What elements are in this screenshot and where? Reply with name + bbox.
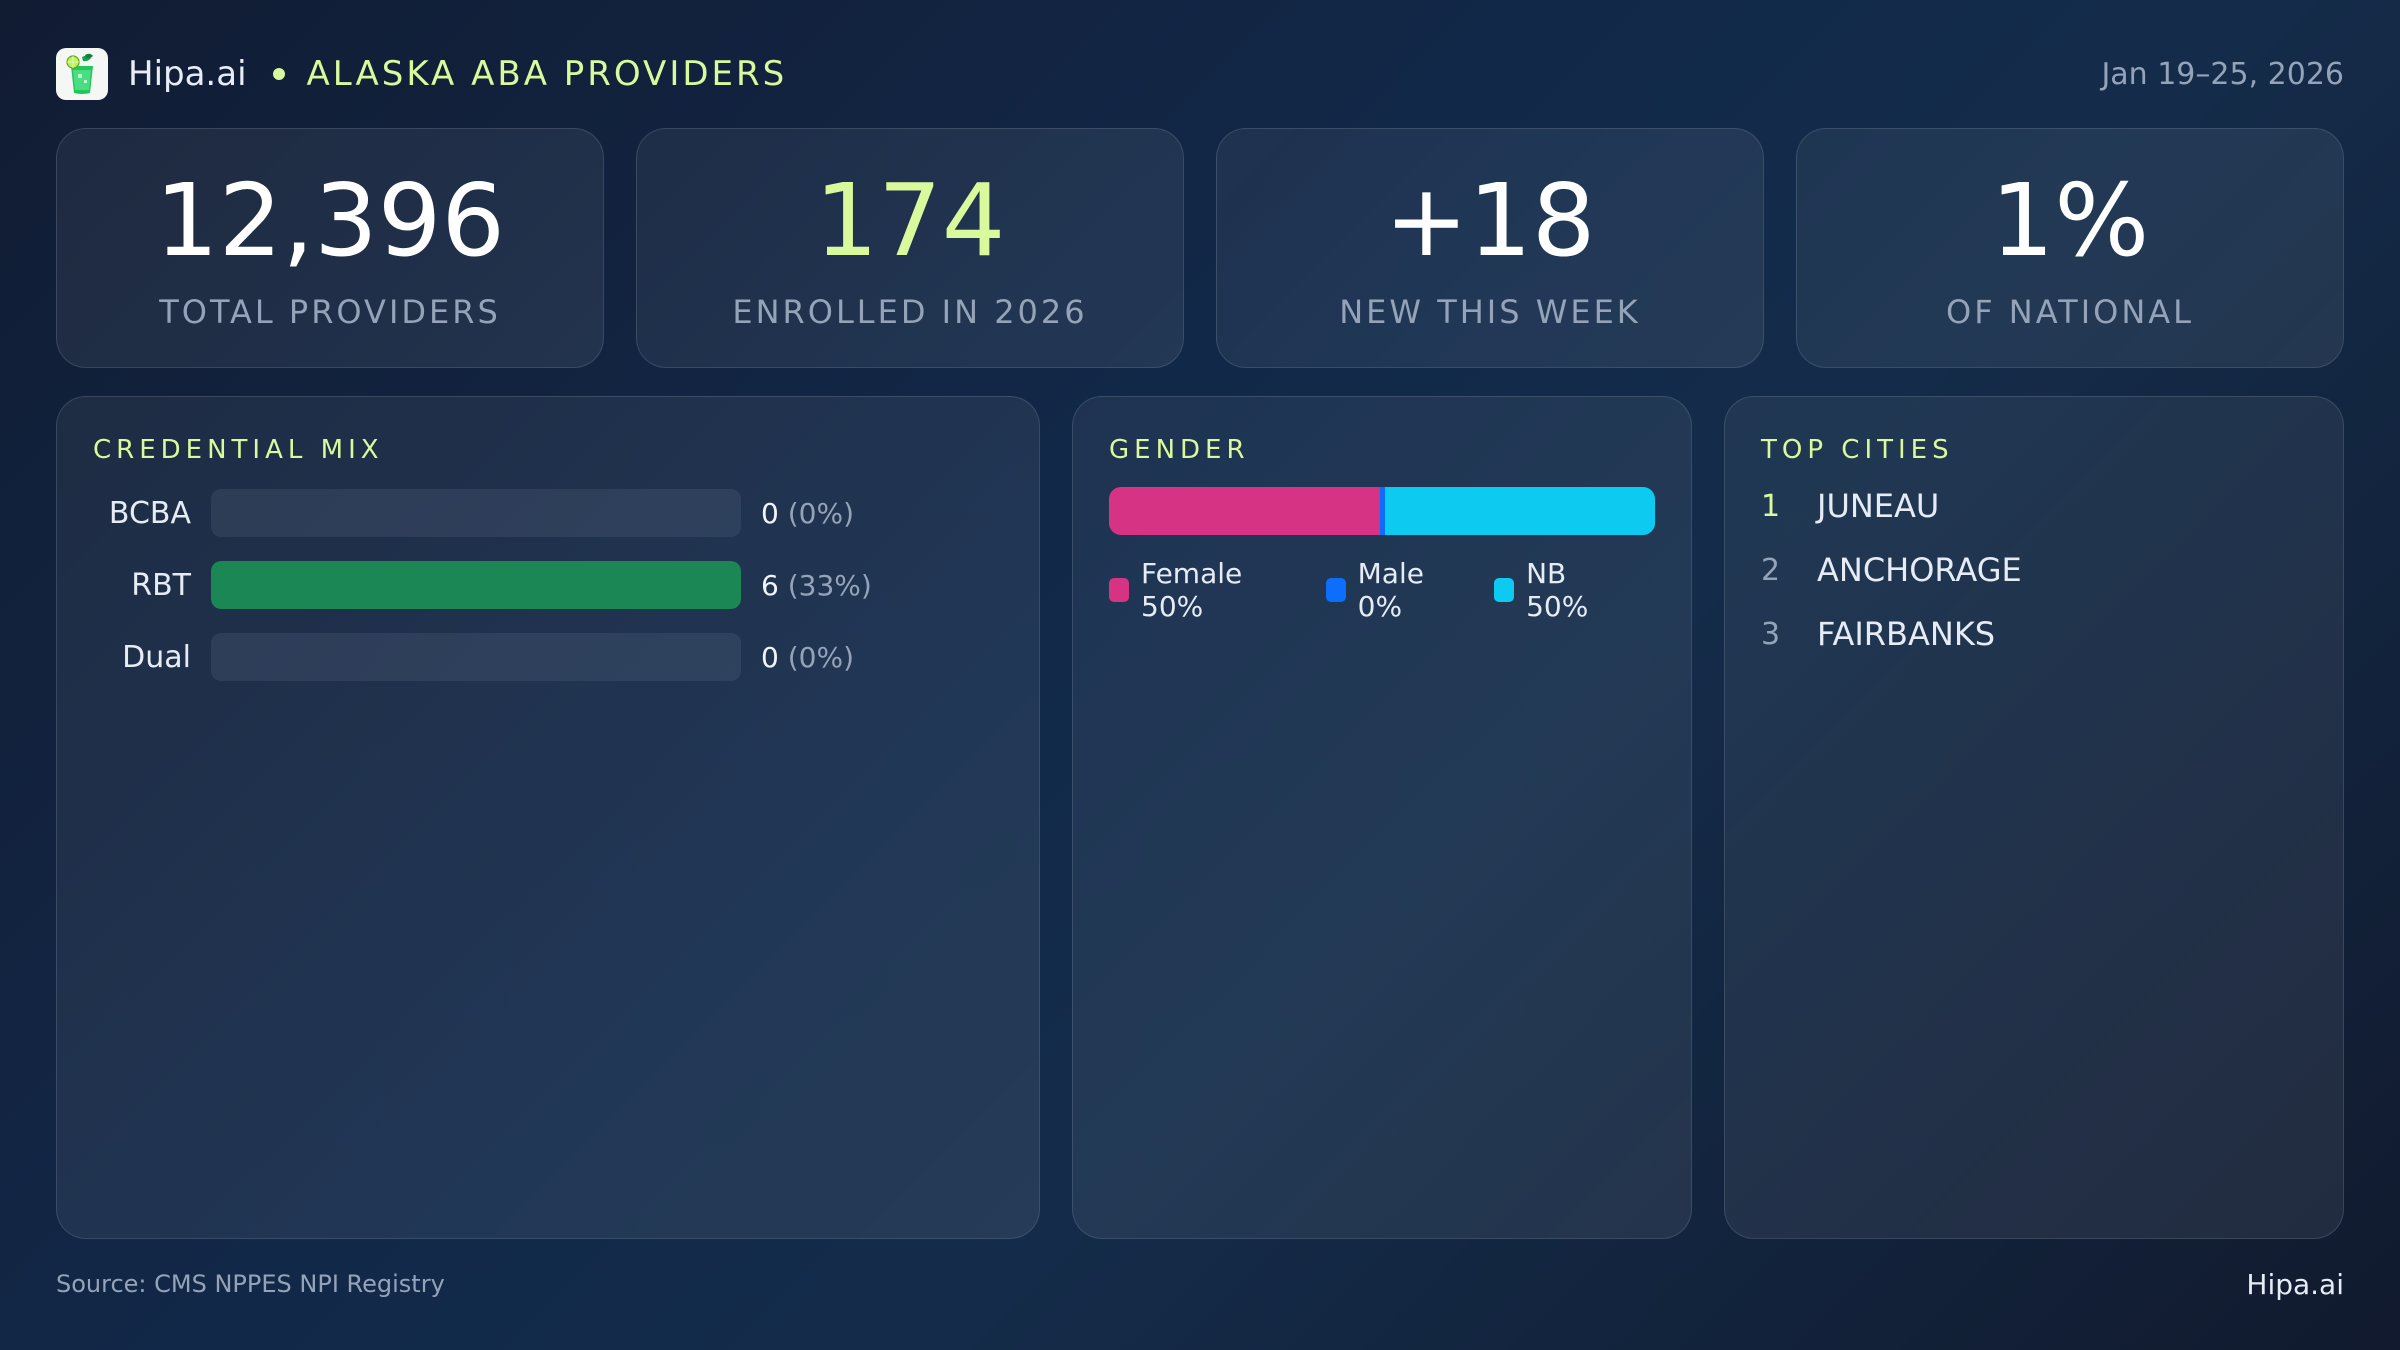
legend-item-nb: NB 50% [1494,557,1627,623]
data-source: Source: CMS NPPES NPI Registry [56,1270,445,1298]
legend-label: Female 50% [1141,557,1243,623]
credential-count: 0 [761,496,779,530]
credential-row-rbt: RBT 6 (33%) [93,561,1003,609]
legend-swatch-icon [1109,578,1129,602]
credential-label: BCBA [108,495,191,531]
credential-bar-track [211,633,741,681]
credential-bar-fill [211,561,741,609]
legend-label: NB 50% [1526,557,1589,623]
legend-swatch-icon [1494,578,1515,602]
city-list-item: 2 ANCHORAGE [1761,547,2307,593]
mojito-glass-icon [56,48,108,100]
kpi-card-of-national: 1% OF NATIONAL [1796,128,2344,368]
gender-segment-nb [1384,487,1655,535]
panel-title: GENDER [1109,435,1250,465]
legend-label: Male 0% [1357,557,1424,623]
credential-bar-track [211,561,741,609]
panel-title: CREDENTIAL MIX [93,435,384,465]
kpi-label: ENROLLED IN 2026 [732,293,1088,331]
city-name: FAIRBANKS [1817,615,1996,653]
city-rank: 1 [1761,488,1781,524]
city-list-item: 1 JUNEAU [1761,483,2307,529]
kpi-label: TOTAL PROVIDERS [159,293,501,331]
kpi-label: NEW THIS WEEK [1339,293,1641,331]
credential-row-dual: Dual 0 (0%) [93,633,1003,681]
credential-count: 0 [761,640,779,674]
kpi-card-total-providers: 12,396 TOTAL PROVIDERS [56,128,604,368]
kpi-value: 174 [814,162,1006,279]
gender-legend: Female 50% Male 0% NB 50% [1109,557,1655,623]
kpi-card-new-this-week: +18 NEW THIS WEEK [1216,128,1764,368]
credential-label: Dual [122,639,191,675]
credential-row-bcba: BCBA 0 (0%) [93,489,1003,537]
kpi-label: OF NATIONAL [1946,293,2194,331]
legend-item-male: Male 0% [1325,557,1466,623]
gender-segment-male [1379,487,1385,535]
credential-pct: (0%) [787,496,855,530]
credential-pct: (0%) [787,640,855,674]
city-list-item: 3 FAIRBANKS [1761,611,2307,657]
city-rank: 2 [1761,552,1781,588]
kpi-value: 12,396 [155,162,505,279]
city-name: ANCHORAGE [1817,551,2022,589]
credential-pct: (33%) [787,568,872,602]
kpi-card-enrolled: 174 ENROLLED IN 2026 [636,128,1184,368]
gender-segment-female [1109,487,1380,535]
city-rank: 3 [1761,616,1781,652]
page-title: ALASKA ABA PROVIDERS [306,54,788,94]
kpi-value: 1% [1990,162,2150,279]
gender-panel: GENDER Female 50% Male 0% NB 50% [1072,396,1692,1239]
city-name: JUNEAU [1817,487,1940,525]
separator-dot [272,68,285,80]
credential-count: 6 [761,568,779,602]
legend-item-female: Female 50% [1109,557,1298,623]
credential-label: RBT [131,567,191,603]
top-cities-panel: TOP CITIES 1 JUNEAU 2 ANCHORAGE 3 FAIRBA… [1724,396,2344,1239]
credential-mix-panel: CREDENTIAL MIX BCBA 0 (0%) RBT 6 (33%) D… [56,396,1040,1239]
brand-name: Hipa.ai [128,54,247,94]
kpi-row: 12,396 TOTAL PROVIDERS 174 ENROLLED IN 2… [56,128,2344,368]
footer-brand: Hipa.ai [2246,1268,2344,1301]
header: Hipa.ai ALASKA ABA PROVIDERS Jan 19–25, … [56,48,2344,100]
date-range: Jan 19–25, 2026 [2101,56,2344,92]
gender-stacked-bar [1109,487,1655,535]
brand: Hipa.ai ALASKA ABA PROVIDERS [56,48,787,100]
credential-bar-track [211,489,741,537]
panel-title: TOP CITIES [1761,435,1954,465]
legend-swatch-icon [1325,578,1346,602]
kpi-value: +18 [1384,162,1596,279]
